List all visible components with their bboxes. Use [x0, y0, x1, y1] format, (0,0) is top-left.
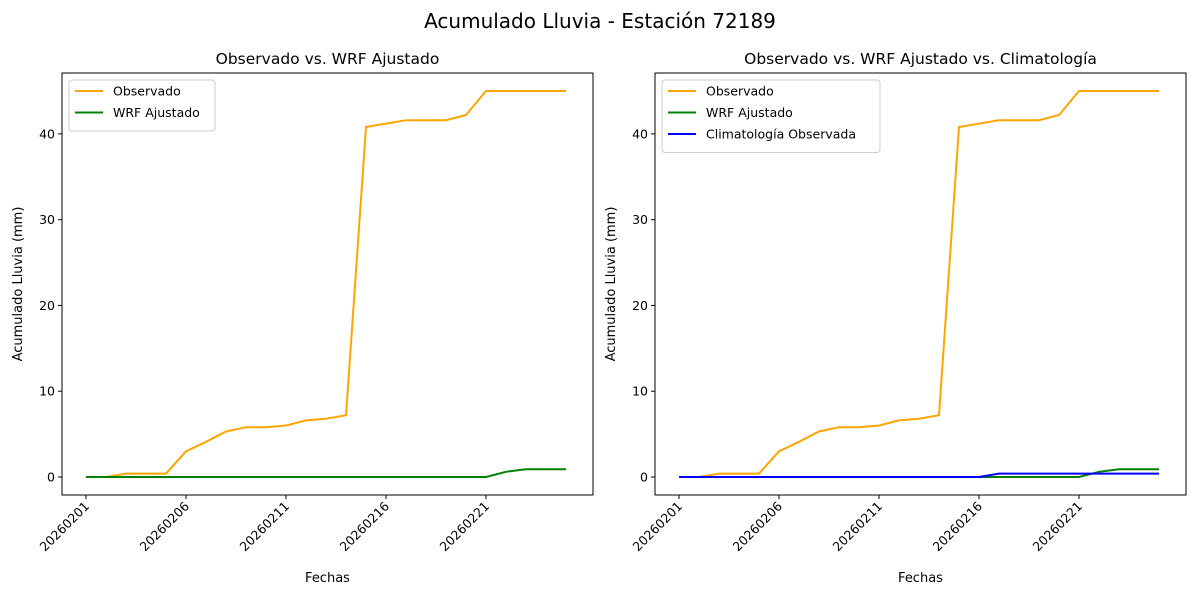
x-tick-label: 20260221	[1030, 499, 1086, 555]
x-tick-label: 20260201	[630, 499, 686, 555]
x-tick-label: 20260216	[930, 498, 986, 554]
y-tick-label: 0	[47, 469, 55, 484]
x-tick-label: 20260211	[830, 499, 886, 555]
y-tick-label: 40	[632, 126, 648, 141]
y-tick-label: 20	[39, 298, 55, 313]
series-line-climatolog-a-observada	[679, 472, 1159, 478]
x-tick-label: 20260211	[237, 499, 293, 555]
subplot-1: Observado vs. WRF Ajustado 0 10 20 30 40 20260…	[11, 50, 594, 586]
x-tick-label: 20260221	[437, 499, 493, 555]
legend-label: WRF Ajustado	[706, 105, 793, 120]
y-tick-label: 40	[39, 126, 55, 141]
legend-box	[661, 79, 881, 153]
x-tick-label: 20260206	[730, 498, 786, 554]
x-tick-label: 20260216	[337, 498, 393, 554]
legend-label: Observado	[706, 84, 774, 99]
figure-title: Acumulado Lluvia - Estación 72189	[424, 9, 776, 33]
series-line-observado	[679, 90, 1159, 478]
legend-label: WRF Ajustado	[113, 105, 200, 120]
legend-label: Observado	[113, 84, 181, 99]
y-axis-label: Acumulado Lluvia (mm)	[604, 207, 619, 362]
y-tick-label: 30	[39, 212, 55, 227]
y-tick-label: 10	[39, 384, 55, 399]
x-axis-label: Fechas	[898, 571, 943, 586]
series-line-observado	[86, 90, 566, 478]
y-tick-label: 20	[632, 298, 648, 313]
series-line-wrf-ajustado	[86, 468, 566, 478]
x-axis-label: Fechas	[305, 571, 350, 586]
subplot-title: Observado vs. WRF Ajustado	[216, 50, 440, 68]
subplot-title: Observado vs. WRF Ajustado vs. Climatolo…	[744, 50, 1097, 68]
x-tick-label: 20260206	[137, 498, 193, 554]
y-tick-label: 10	[632, 384, 648, 399]
legend-label: Climatología Observada	[706, 127, 856, 142]
y-tick-label: 0	[640, 469, 648, 484]
subplot-2: Observado vs. WRF Ajustado vs. Climatolo…	[604, 50, 1187, 586]
x-tick-label: 20260201	[37, 499, 93, 555]
axes-frame	[61, 72, 594, 496]
axes-frame	[654, 72, 1187, 496]
legend: Observado WRF Ajustado	[68, 79, 216, 132]
y-axis-label: Acumulado Lluvia (mm)	[11, 207, 26, 362]
legend-box	[68, 79, 216, 132]
legend: Observado WRF Ajustado Climatología Observ…	[661, 79, 881, 153]
y-tick-label: 30	[632, 212, 648, 227]
